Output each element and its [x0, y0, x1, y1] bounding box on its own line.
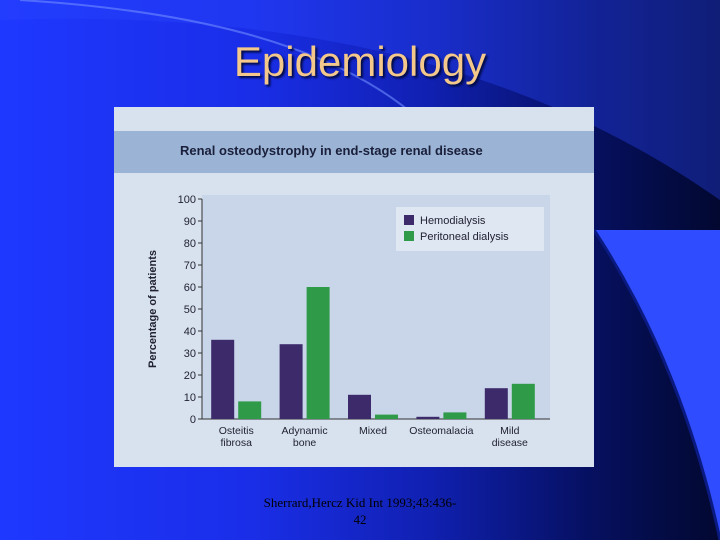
y-tick-label: 0 [190, 414, 196, 426]
bar-hemodialysis [211, 339, 235, 419]
bar-hemodialysis [348, 394, 371, 419]
slide-title-text: Epidemiology [233, 38, 487, 85]
chart-figure: Renal osteodystrophy in end-stage renal … [114, 107, 594, 467]
y-tick-label: 10 [184, 392, 196, 404]
legend-swatch [404, 215, 414, 225]
y-tick-label: 30 [184, 348, 196, 360]
legend-swatch [404, 231, 414, 241]
y-tick-label: 60 [184, 282, 196, 294]
bar-peritoneal-dialysis [306, 287, 330, 419]
category-label: Mild [500, 425, 519, 437]
category-label: fibrosa [220, 437, 252, 449]
legend-box [396, 207, 544, 251]
legend-label: Hemodialysis [420, 215, 486, 227]
category-label: Osteomalacia [409, 425, 473, 437]
category-label: disease [492, 437, 528, 449]
category-label: bone [293, 437, 317, 449]
legend-label: Peritoneal dialysis [420, 231, 509, 243]
y-tick-label: 70 [184, 260, 196, 272]
citation: Sherrard,Hercz Kid Int 1993;43:436- 42 [200, 494, 520, 528]
y-tick-label: 100 [178, 194, 196, 206]
y-tick-label: 90 [184, 216, 196, 228]
y-tick-label: 20 [184, 370, 196, 382]
y-tick-label: 50 [184, 304, 196, 316]
category-label: Adynamic [282, 425, 328, 437]
bar-peritoneal-dialysis [375, 414, 398, 419]
slide-title: Epidemiology [0, 38, 720, 86]
citation-line-2: 42 [353, 512, 367, 527]
chart-header-band [114, 131, 594, 173]
bar-hemodialysis [416, 416, 440, 419]
citation-line-1: Sherrard,Hercz Kid Int 1993;43:436- [263, 495, 457, 510]
bar-hemodialysis [484, 388, 508, 419]
bar-hemodialysis [279, 344, 303, 419]
chart-title: Renal osteodystrophy in end-stage renal … [180, 143, 483, 158]
bar-peritoneal-dialysis [238, 401, 262, 419]
category-label: Mixed [359, 425, 387, 437]
y-axis-label: Percentage of patients [147, 250, 159, 368]
bar-peritoneal-dialysis [511, 383, 535, 419]
y-tick-label: 40 [184, 326, 196, 338]
y-tick-label: 80 [184, 238, 196, 250]
category-label: Osteitis [219, 425, 254, 437]
bar-chart: 0 10 20 30 40 50 60 70 80 90 100 Percentage of pati… [147, 194, 550, 449]
bar-peritoneal-dialysis [443, 412, 467, 419]
